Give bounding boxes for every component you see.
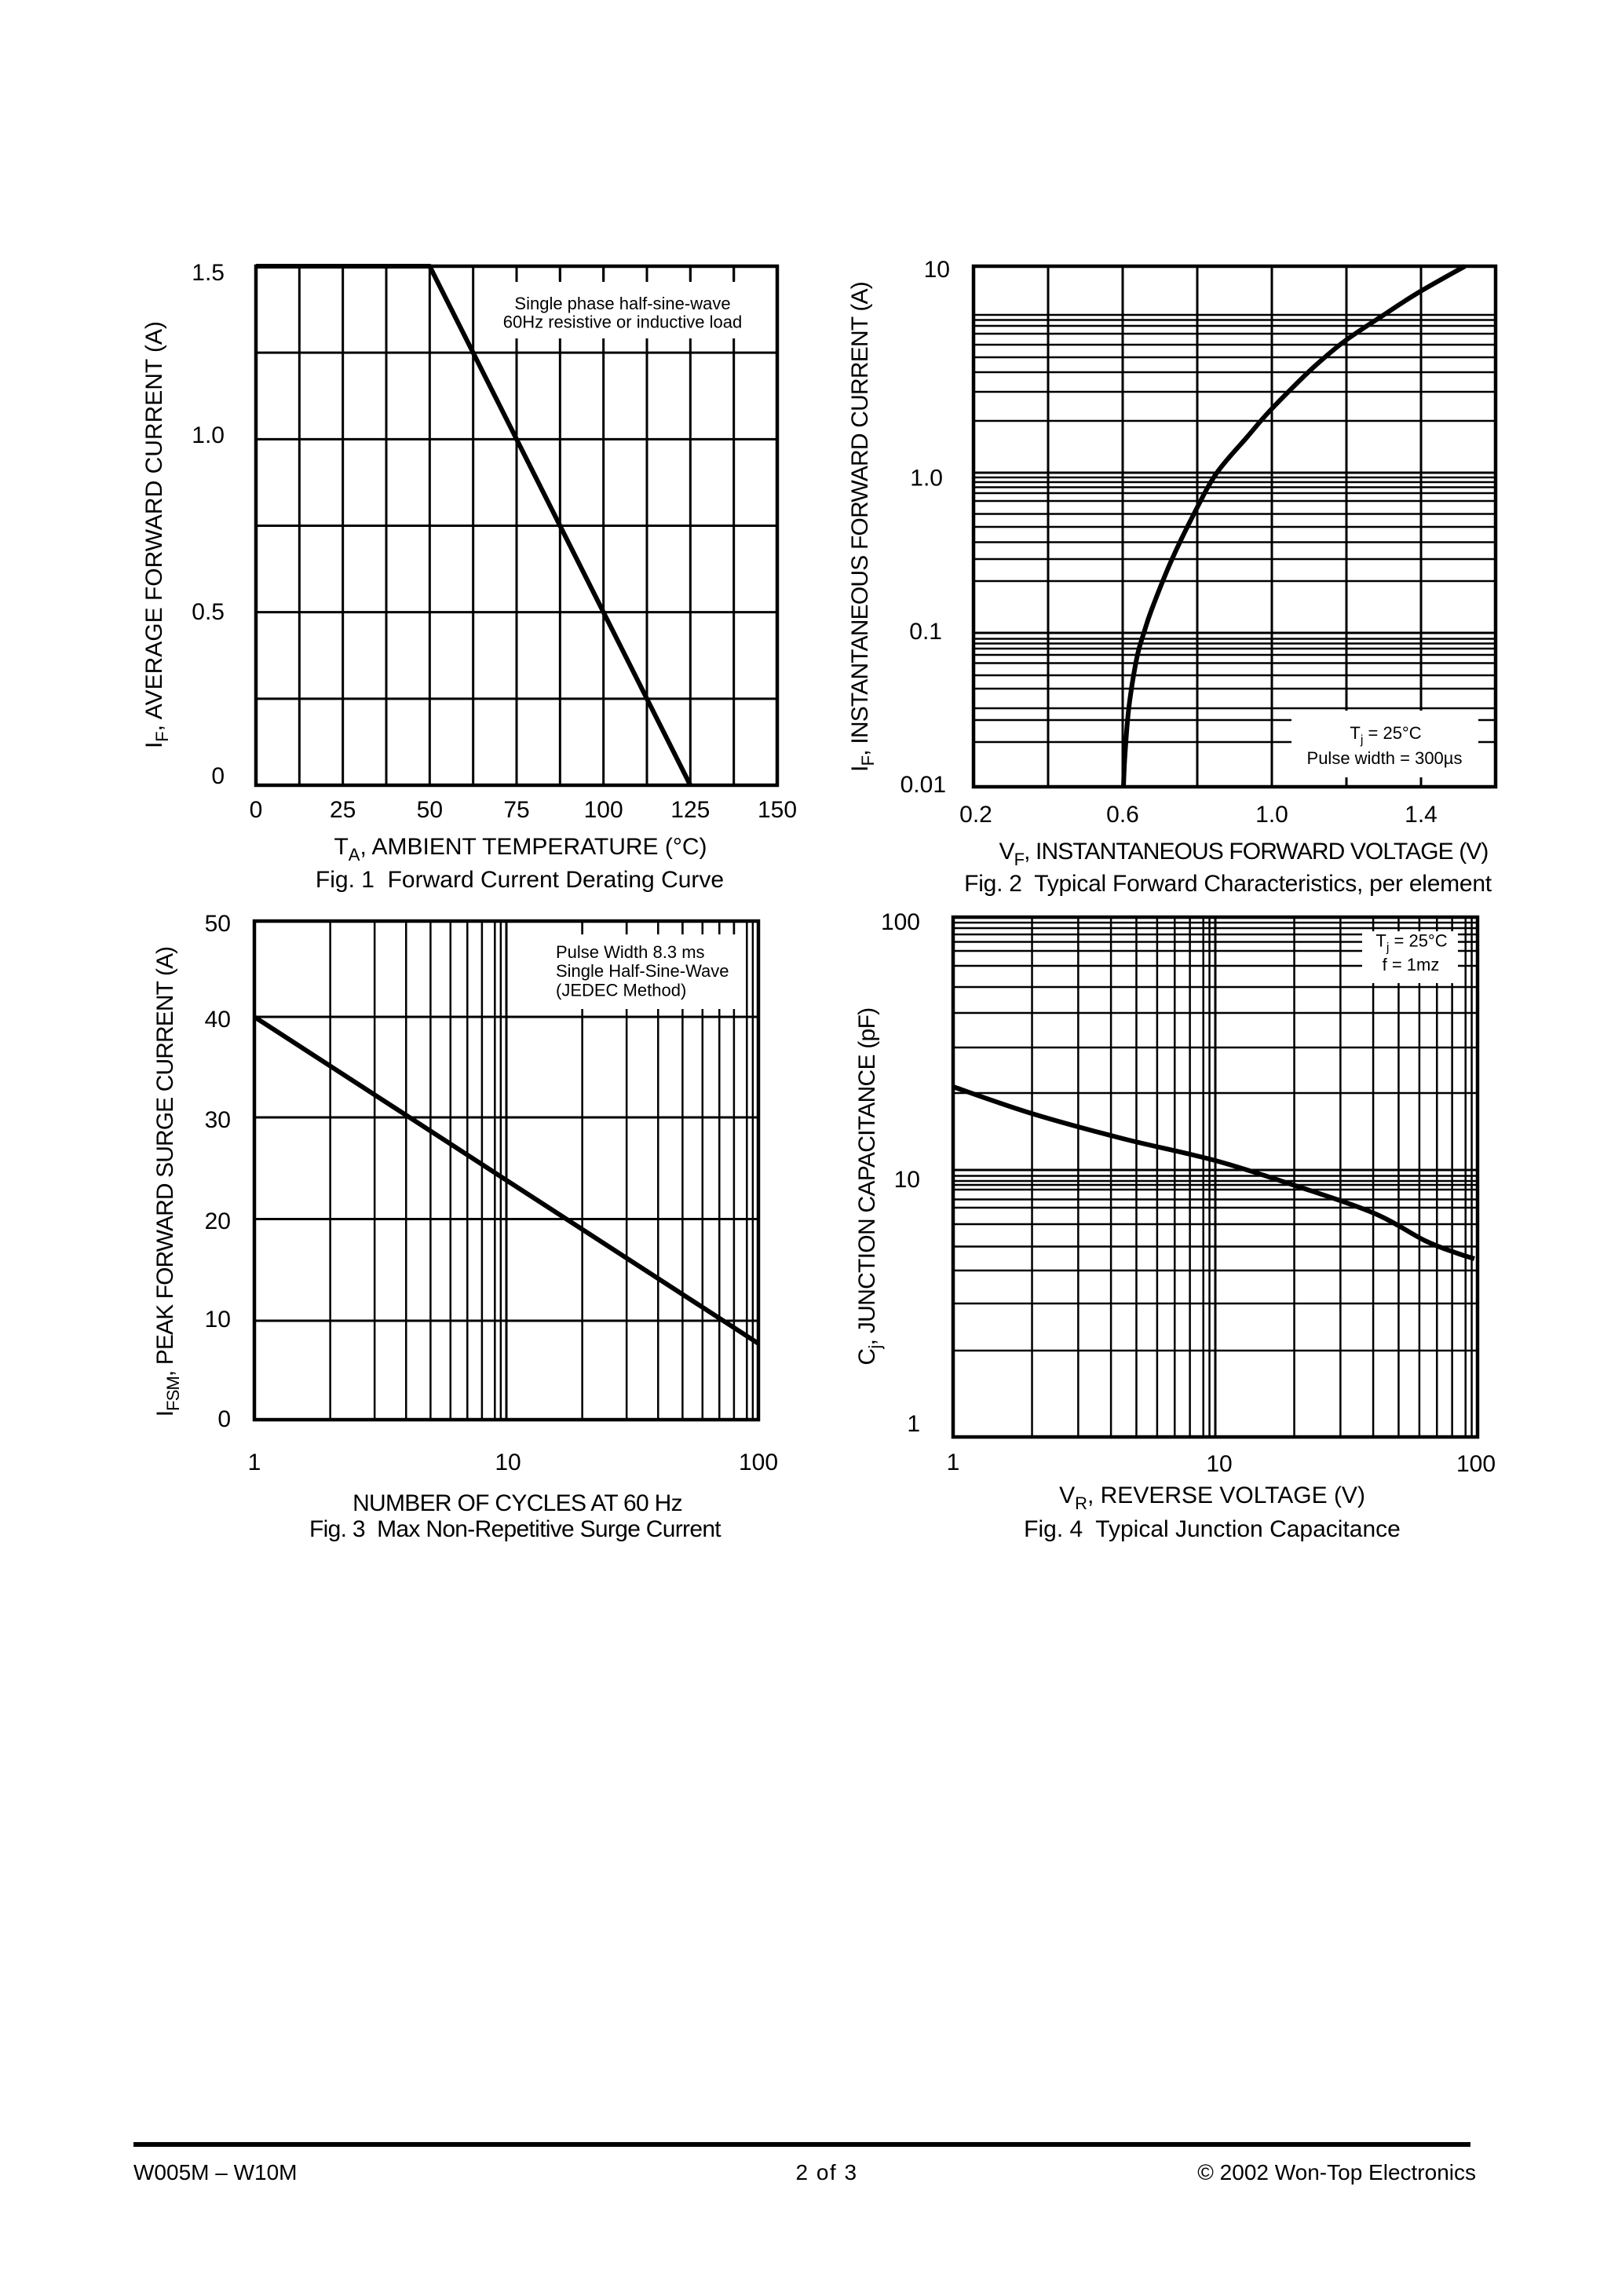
svg-text:1: 1: [947, 1450, 960, 1475]
svg-text:Pulse Width 8.3 ms: Pulse Width 8.3 ms: [556, 942, 705, 962]
svg-text:Fig. 3 Max Non-Repetitive Sur: Fig. 3 Max Non-Repetitive Surge Current: [309, 1516, 721, 1542]
svg-text:1.0: 1.0: [1255, 802, 1288, 828]
svg-text:© 2002 Won-Top Electronics: © 2002 Won-Top Electronics: [1197, 2160, 1476, 2184]
svg-text:Tj = 25°C: Tj = 25°C: [1375, 930, 1447, 954]
svg-text:0.01: 0.01: [901, 772, 946, 798]
svg-text:Cj, JUNCTION CAPACITANCE (pF): Cj, JUNCTION CAPACITANCE (pF): [854, 1007, 885, 1365]
svg-text:50: 50: [205, 911, 231, 937]
svg-text:20: 20: [205, 1208, 231, 1234]
svg-text:40: 40: [205, 1007, 231, 1033]
svg-text:100: 100: [1456, 1451, 1496, 1477]
svg-text:100: 100: [584, 797, 623, 823]
svg-text:1.5: 1.5: [192, 260, 225, 286]
svg-text:10: 10: [205, 1307, 231, 1333]
svg-text:IFSM, PEAK FORWARD SURGE CURRE: IFSM, PEAK FORWARD SURGE CURRENT (A): [152, 947, 183, 1417]
svg-text:2 of 3: 2 of 3: [795, 2160, 857, 2184]
svg-text:10: 10: [1206, 1451, 1232, 1477]
svg-text:125: 125: [670, 797, 710, 823]
svg-text:VF, INSTANTANEOUS FORWARD VOLT: VF, INSTANTANEOUS FORWARD VOLTAGE (V): [999, 839, 1489, 869]
svg-text:75: 75: [503, 797, 529, 823]
svg-text:Single Half-Sine-Wave: Single Half-Sine-Wave: [556, 961, 729, 981]
svg-text:10: 10: [924, 257, 950, 283]
svg-text:Single phase half-sine-wave: Single phase half-sine-wave: [514, 294, 730, 313]
svg-text:0.2: 0.2: [959, 802, 992, 828]
svg-text:(JEDEC Method): (JEDEC Method): [556, 980, 686, 1000]
svg-text:0.6: 0.6: [1106, 802, 1139, 828]
svg-text:f = 1mz: f = 1mz: [1383, 955, 1440, 974]
svg-text:60Hz resistive or inductive lo: 60Hz resistive or inductive load: [503, 312, 742, 331]
svg-text:Fig. 4 Typical Junction Capac: Fig. 4 Typical Junction Capacitance: [1024, 1516, 1401, 1542]
svg-text:TA, AMBIENT TEMPERATURE (°C): TA, AMBIENT TEMPERATURE (°C): [334, 834, 707, 865]
svg-text:0.5: 0.5: [192, 599, 225, 625]
svg-text:Fig. 2 Typical Forward Charac: Fig. 2 Typical Forward Characteristics, …: [964, 871, 1492, 897]
svg-text:1.0: 1.0: [910, 465, 943, 491]
svg-text:Fig. 1 Forward Current Derati: Fig. 1 Forward Current Derating Curve: [316, 867, 724, 893]
svg-text:IF, INSTANTANEOUS FORWARD CURR: IF, INSTANTANEOUS FORWARD CURRENT (A): [847, 282, 878, 772]
svg-text:IF, AVERAGE FORWARD CURRENT (A: IF, AVERAGE FORWARD CURRENT (A): [141, 321, 172, 748]
svg-text:W005M – W10M: W005M – W10M: [133, 2160, 298, 2184]
svg-text:Tj = 25°C: Tj = 25°C: [1350, 723, 1421, 747]
svg-text:0: 0: [250, 797, 263, 823]
svg-text:100: 100: [739, 1450, 778, 1475]
svg-text:NUMBER OF CYCLES AT 60 Hz: NUMBER OF CYCLES AT 60 Hz: [353, 1490, 682, 1516]
svg-text:50: 50: [417, 797, 443, 823]
svg-text:150: 150: [758, 797, 797, 823]
svg-text:VR, REVERSE VOLTAGE (V): VR, REVERSE VOLTAGE (V): [1059, 1483, 1365, 1513]
svg-text:1.4: 1.4: [1405, 802, 1438, 828]
svg-text:1: 1: [907, 1411, 920, 1437]
svg-text:Pulse width = 300µs: Pulse width = 300µs: [1307, 748, 1463, 768]
svg-text:0.1: 0.1: [909, 619, 942, 645]
svg-text:10: 10: [495, 1450, 521, 1475]
svg-text:30: 30: [205, 1107, 231, 1133]
svg-text:25: 25: [330, 797, 356, 823]
svg-text:1.0: 1.0: [192, 422, 225, 448]
svg-text:0: 0: [211, 763, 225, 789]
svg-text:1: 1: [248, 1450, 261, 1475]
svg-text:100: 100: [881, 909, 920, 935]
svg-text:10: 10: [894, 1167, 920, 1193]
svg-text:0: 0: [217, 1406, 231, 1432]
